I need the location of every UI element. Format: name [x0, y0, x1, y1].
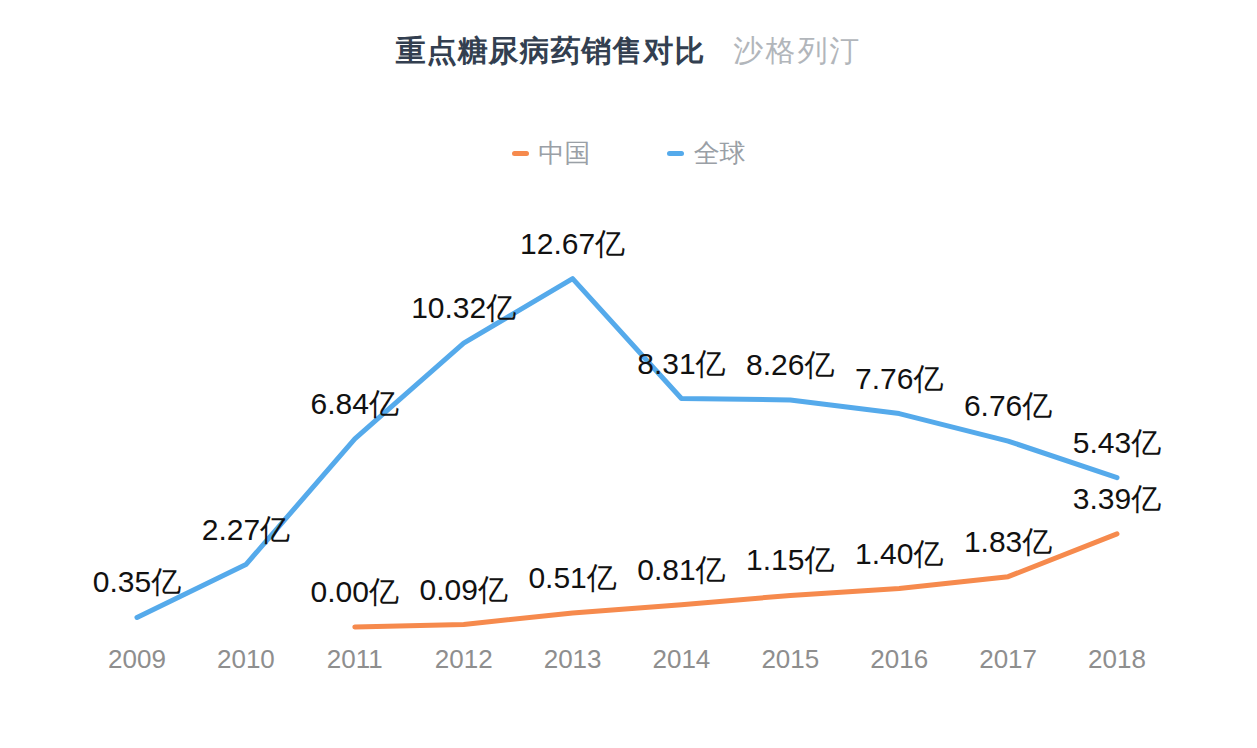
series-line-global: [137, 279, 1117, 618]
x-axis-label: 2014: [652, 644, 710, 674]
line-chart-svg: 2009 2010 2011 2012 2013 2014 2015 2016 2017 2018…: [0, 0, 1257, 748]
data-label-global: 8.26亿: [746, 348, 834, 381]
x-axis-label: 2018: [1088, 644, 1146, 674]
data-label-china: 0.81亿: [637, 553, 725, 586]
data-label-china: 1.83亿: [964, 525, 1052, 558]
x-axis-label: 2009: [108, 644, 166, 674]
x-axis-label: 2011: [327, 644, 383, 674]
x-axis-label: 2017: [979, 644, 1037, 674]
data-label-global: 12.67亿: [520, 227, 625, 260]
data-label-global: 0.35亿: [93, 565, 181, 598]
chart-page: 重点糖尿病药销售对比 沙格列汀 中国全球 2009201020112012201…: [0, 0, 1257, 748]
data-label-china: 1.15亿: [746, 543, 834, 576]
data-label-china: 1.40亿: [855, 537, 943, 570]
x-axis-label: 2015: [761, 644, 819, 674]
data-label-china: 0.51亿: [528, 561, 616, 594]
data-label-china: 0.00亿: [311, 575, 399, 608]
x-axis-label: 2013: [544, 644, 602, 674]
x-axis-label: 2010: [217, 644, 275, 674]
data-label-global: 7.76亿: [855, 362, 943, 395]
x-axis-label: 2016: [870, 644, 928, 674]
x-axis-label: 2012: [435, 644, 493, 674]
data-label-global: 5.43亿: [1073, 426, 1161, 459]
data-label-global: 2.27亿: [202, 513, 290, 546]
data-label-china: 0.09亿: [420, 573, 508, 606]
data-label-global: 6.84亿: [311, 387, 399, 420]
data-label-global: 10.32亿: [411, 291, 516, 324]
data-label-china: 3.39亿: [1073, 482, 1161, 515]
chart-area: 2009 2010 2011 2012 2013 2014 2015 2016 2017 2018…: [0, 0, 1257, 748]
data-label-global: 8.31亿: [637, 347, 725, 380]
data-label-global: 6.76亿: [964, 389, 1052, 422]
